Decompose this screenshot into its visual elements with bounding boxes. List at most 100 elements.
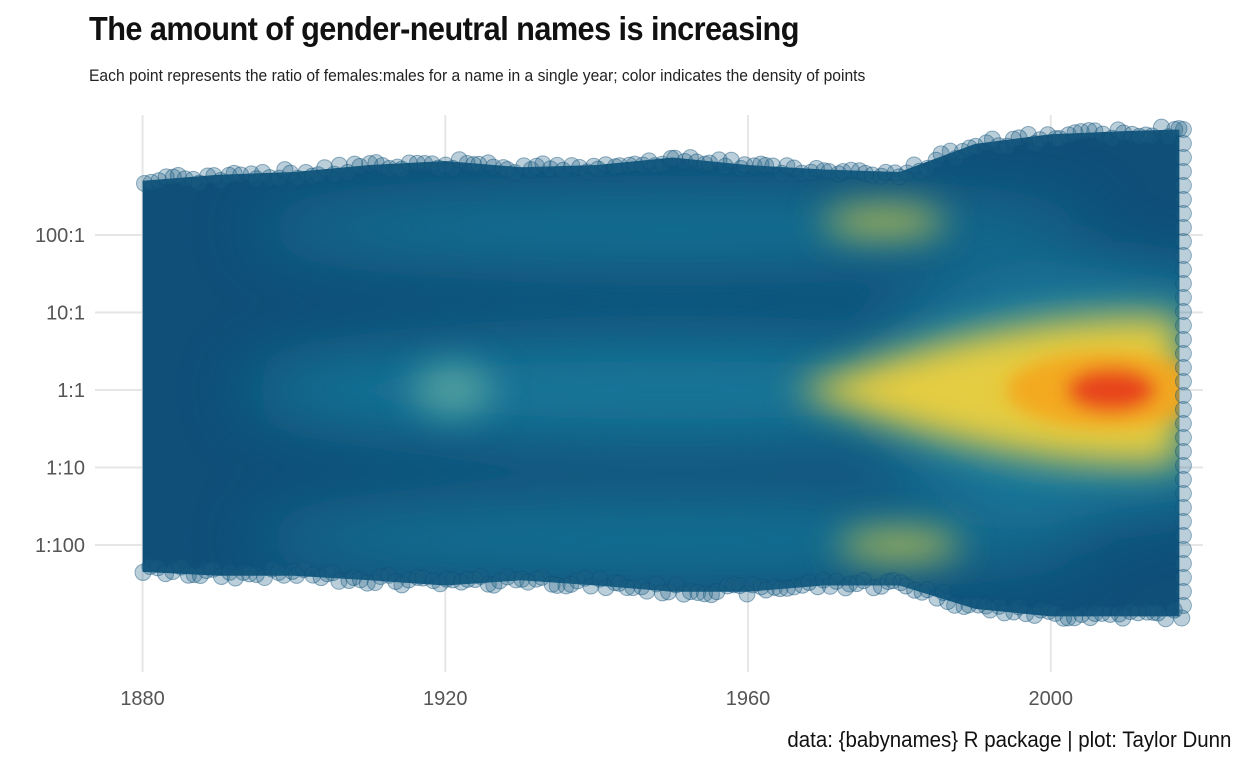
data-point [1159,128,1177,146]
data-point [785,159,803,177]
data-point [983,130,1001,148]
data-point [953,143,971,161]
data-point [409,568,427,586]
data-point [1115,124,1133,142]
data-point [543,575,561,593]
data-point [718,577,736,595]
data-point [1143,127,1161,145]
data-point [437,156,455,174]
data-point [513,570,531,588]
x-tick-label: 2000 [1029,688,1074,710]
data-point [1066,124,1084,142]
data-point [830,165,848,183]
data-point [351,571,369,589]
data-point [519,573,537,591]
data-point [890,168,908,186]
data-point [708,583,726,601]
data-point [295,561,313,579]
data-point [1152,118,1170,136]
data-point [662,149,680,167]
data-point [416,154,434,172]
data-point [1072,123,1090,141]
data-point [351,157,369,175]
data-point [387,572,405,590]
data-point [1109,121,1127,139]
data-point [1130,127,1148,145]
data-point [906,581,924,599]
data-point [1093,604,1111,622]
data-point [247,565,265,583]
density-hotspot [412,366,493,414]
data-point [568,572,586,590]
data-point [990,597,1008,615]
data-point [346,155,364,173]
data-point [1047,130,1065,148]
data-point [393,160,411,178]
data-point [1174,470,1192,488]
data-point [1174,512,1192,530]
data-point [1137,126,1155,144]
data-point [911,162,929,180]
density-hotspot [837,531,962,559]
data-point [927,151,945,169]
data-point [197,561,215,579]
data-point [1046,604,1064,622]
data-point [981,601,999,619]
y-tick-label: 1:10 [46,458,85,480]
data-point [1032,601,1050,619]
data-point [1174,386,1192,404]
data-point [212,171,230,189]
data-point [141,557,159,575]
data-point [1026,134,1044,152]
data-point [1123,125,1141,143]
data-point [610,574,628,592]
data-point [946,596,964,614]
data-point [960,596,978,614]
data-point [640,152,658,170]
data-point [506,164,524,182]
data-point [977,597,995,615]
data-point [1039,126,1057,144]
data-point [185,566,203,584]
data-point [1103,129,1121,147]
data-point [528,157,546,175]
data-point [1174,568,1192,586]
data-point [1080,122,1098,140]
data-point [358,574,376,592]
data-point [1005,603,1023,621]
data-point [429,159,447,177]
data-point [339,164,357,182]
data-point [757,157,775,175]
data-point [270,563,288,581]
data-point [1173,609,1191,627]
y-tick-label: 10:1 [46,303,85,325]
data-point [479,575,497,593]
data-point [261,169,279,187]
data-point [557,577,575,595]
data-point [393,576,411,594]
data-point [570,159,588,177]
data-point [821,577,839,595]
edge-points [134,118,1192,628]
density-peak [1066,368,1157,412]
data-point [424,572,442,590]
data-point [312,569,330,587]
data-point [1101,605,1119,623]
data-point [1174,316,1192,334]
data-point [164,168,182,186]
data-point [431,575,449,593]
data-point [1174,400,1192,418]
data-point [681,149,699,167]
data-point [1174,554,1192,572]
data-point [1165,601,1183,619]
data-point [297,164,315,182]
data-point [527,570,545,588]
data-point [444,159,462,177]
data-point [597,579,615,597]
data-point [1051,130,1069,148]
data-point [190,174,208,192]
data-point [905,156,923,174]
data-point [731,577,749,595]
data-point [1174,148,1192,166]
data-point [164,562,182,580]
